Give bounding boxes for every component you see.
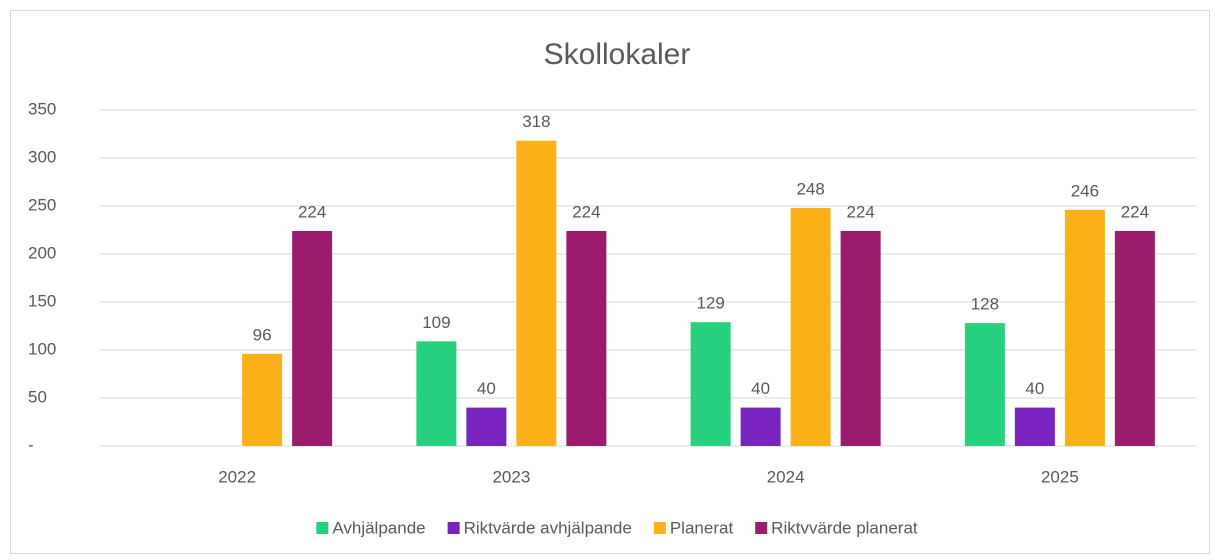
bar xyxy=(242,353,283,446)
data-label: 128 xyxy=(971,295,999,314)
bar xyxy=(1064,209,1105,446)
bar xyxy=(292,230,333,446)
bar xyxy=(740,407,781,446)
y-tick-label: 100 xyxy=(28,339,56,358)
y-tick-label: 200 xyxy=(28,243,56,262)
data-label: 224 xyxy=(846,202,874,221)
bar xyxy=(1114,230,1155,446)
data-label: 129 xyxy=(696,294,724,313)
data-label: 96 xyxy=(253,325,272,344)
legend-label: Riktvärde avhjälpande xyxy=(464,518,632,537)
data-label: 109 xyxy=(422,313,450,332)
bar xyxy=(690,322,731,446)
chart-border xyxy=(10,10,1210,554)
legend-label: Avhjälpande xyxy=(332,518,425,537)
data-label: 224 xyxy=(1121,202,1149,221)
legend-swatch xyxy=(653,522,666,534)
y-tick-label: 350 xyxy=(28,99,56,118)
y-tick-label: 150 xyxy=(28,291,56,310)
data-label: 40 xyxy=(751,379,770,398)
data-label: 248 xyxy=(796,179,824,198)
y-tick-label: 50 xyxy=(28,387,47,406)
legend-swatch xyxy=(447,522,460,534)
x-tick-label: 2022 xyxy=(218,467,256,486)
bar xyxy=(566,230,607,446)
chart-title: Skollokaler xyxy=(544,38,691,71)
data-label: 224 xyxy=(298,202,326,221)
data-label: 40 xyxy=(1025,379,1044,398)
y-tick-label: - xyxy=(28,435,34,454)
data-label: 246 xyxy=(1071,181,1099,200)
legend-swatch xyxy=(755,522,768,534)
bar xyxy=(964,323,1005,446)
bar xyxy=(466,407,507,446)
y-tick-label: 250 xyxy=(28,195,56,214)
bar xyxy=(416,341,457,446)
x-tick-label: 2024 xyxy=(767,467,805,486)
y-tick-label: 300 xyxy=(28,147,56,166)
legend-swatch xyxy=(316,522,329,534)
bar xyxy=(516,140,557,446)
x-tick-label: 2023 xyxy=(492,467,530,486)
legend-label: Planerat xyxy=(670,518,734,537)
data-label: 318 xyxy=(522,112,550,131)
data-label: 40 xyxy=(477,379,496,398)
bar xyxy=(790,207,831,446)
bar xyxy=(840,230,881,446)
data-label: 224 xyxy=(572,202,600,221)
x-tick-label: 2025 xyxy=(1041,467,1079,486)
bar xyxy=(1014,407,1055,446)
legend-label: Riktvvärde planerat xyxy=(771,518,918,537)
